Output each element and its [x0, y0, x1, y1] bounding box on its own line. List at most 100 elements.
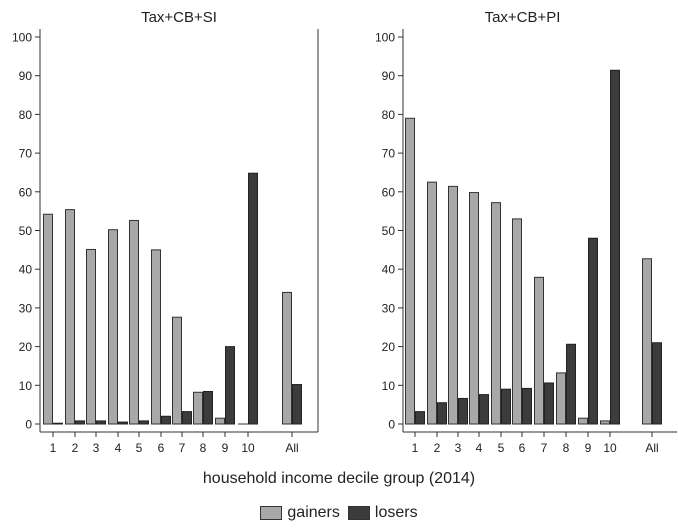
y-tick-label: 50 [19, 224, 33, 238]
bar-gainers [578, 417, 588, 425]
y-tick-label: 100 [12, 31, 32, 45]
x-tick-label: All [645, 441, 658, 455]
x-tick-label: 1 [412, 441, 419, 455]
x-tick-label: 5 [498, 441, 505, 455]
bar-gainers [427, 181, 437, 425]
bar-gainers [86, 248, 96, 425]
bar-gainers [129, 219, 139, 425]
y-tick-label: 30 [19, 301, 33, 315]
y-tick-label: 90 [19, 69, 33, 83]
x-tick-label: 2 [434, 441, 441, 455]
legend-item-losers: losers [347, 504, 418, 522]
bar-gainers [600, 420, 610, 425]
panel-title: Tax+CB+PI [485, 9, 561, 26]
bar-gainers [556, 372, 566, 425]
x-tick-label: 8 [563, 441, 570, 455]
y-tick-label: 40 [19, 263, 33, 277]
y-tick-label: 100 [375, 31, 395, 45]
x-tick-label: 9 [585, 441, 592, 455]
legend-swatch-gainers [260, 506, 283, 520]
bar-gainers [65, 209, 75, 425]
bar-losers [458, 397, 468, 425]
y-tick-label: 0 [25, 418, 32, 432]
bar-losers [75, 420, 85, 425]
x-tick-label: 9 [222, 441, 229, 455]
legend-label-gainers: gainers [287, 504, 340, 521]
panel-title: Tax+CB+SI [141, 9, 217, 26]
y-tick-label: 10 [382, 379, 396, 393]
x-tick-label: 8 [200, 441, 207, 455]
bar-losers [415, 411, 425, 425]
legend: gainers losers [0, 504, 678, 522]
y-tick-label: 40 [382, 263, 396, 277]
bar-gainers [172, 316, 182, 425]
x-tick-label: 10 [603, 441, 617, 455]
x-tick-label: 5 [136, 441, 143, 455]
x-tick-label: 4 [115, 441, 122, 455]
y-tick-label: 20 [19, 340, 33, 354]
bar-losers [225, 346, 235, 425]
y-tick-label: 50 [382, 224, 396, 238]
bar-losers [182, 411, 192, 425]
bar-losers [53, 422, 63, 425]
bar-losers [139, 420, 149, 425]
x-tick-label: 4 [476, 441, 483, 455]
bar-losers [652, 342, 662, 425]
y-tick-label: 70 [382, 147, 396, 161]
y-tick-label: 70 [19, 147, 33, 161]
x-axis-label: household income decile group (2014) [202, 470, 476, 487]
bar-gainers [282, 291, 292, 425]
legend-label-losers: losers [374, 504, 418, 521]
bar-losers [96, 420, 106, 425]
bar-losers [544, 382, 554, 425]
bar-gainers [469, 192, 479, 425]
bar-gainers [491, 202, 501, 425]
y-tick-label: 10 [19, 379, 33, 393]
x-tick-label: All [285, 441, 298, 455]
bar-losers [610, 69, 620, 425]
x-tick-label: 6 [519, 441, 526, 455]
bar-gainers [108, 229, 118, 425]
y-tick-label: 0 [388, 418, 395, 432]
bar-gainers [151, 249, 161, 425]
x-tick-label: 6 [158, 441, 165, 455]
panel-2: Tax+CB+PI 0 10 20 30 40 50 60 70 80 90 100 1 2 3 4 5 6 7 8 9… [375, 9, 677, 455]
bar-losers [118, 421, 128, 425]
bar-losers [203, 390, 213, 425]
bar-losers [437, 402, 447, 425]
x-tick-label: 3 [455, 441, 462, 455]
legend-swatch-losers [347, 506, 370, 520]
bar-losers [479, 394, 489, 425]
x-tick-label: 7 [179, 441, 186, 455]
y-tick-label: 90 [382, 69, 396, 83]
y-tick-label: 20 [382, 340, 396, 354]
bar-gainers [43, 213, 53, 425]
bar-gainers [448, 185, 458, 425]
bar-losers [161, 415, 171, 425]
x-tick-label: 1 [50, 441, 57, 455]
bar-losers [566, 343, 576, 425]
bar-losers [588, 237, 598, 425]
bar-gainers [534, 276, 544, 425]
x-tick-label: 2 [72, 441, 79, 455]
y-tick-label: 60 [382, 185, 396, 199]
bar-losers [501, 388, 511, 425]
bar-gainers [405, 117, 415, 425]
y-tick-label: 80 [382, 108, 396, 122]
bar-losers [522, 387, 532, 425]
bar-gainers [215, 417, 225, 425]
bar-losers [292, 384, 302, 425]
x-tick-label: 7 [541, 441, 548, 455]
panel-1: Tax+CB+SI 0 10 20 30 40 50 60 70 80 90 100 1 2 3 4 5 6 7 8 9… [12, 9, 319, 455]
y-tick-label: 80 [19, 108, 33, 122]
bar-losers [248, 172, 258, 425]
x-tick-label: 10 [241, 441, 255, 455]
y-tick-label: 30 [382, 301, 396, 315]
bar-gainers [512, 218, 522, 425]
legend-item-gainers: gainers [260, 504, 340, 522]
bar-gainers [193, 391, 203, 425]
bar-gainers [642, 258, 652, 425]
y-tick-label: 60 [19, 185, 33, 199]
